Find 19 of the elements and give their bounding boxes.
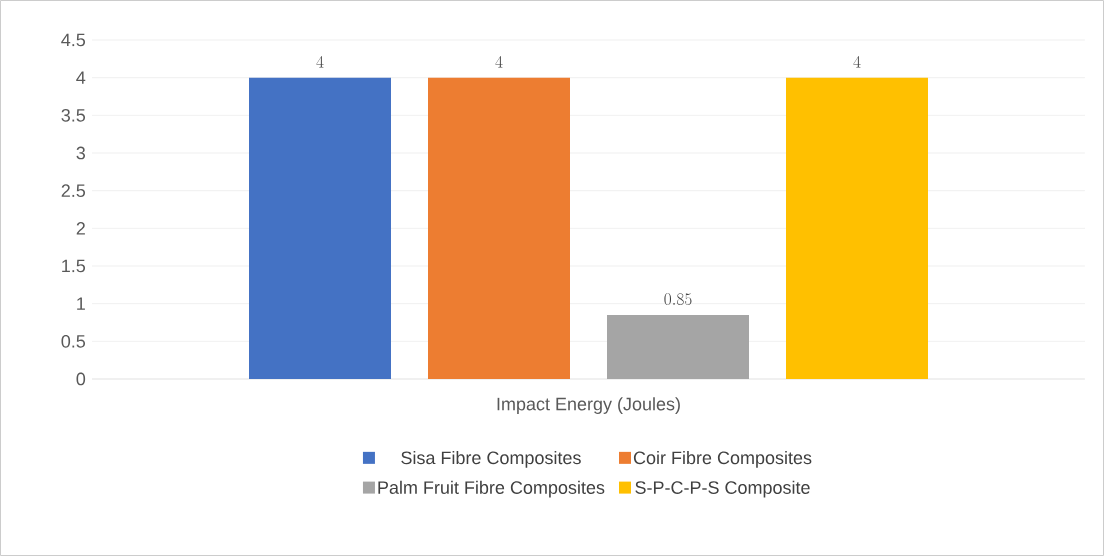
y-tick-label: 4	[76, 71, 86, 84]
y-tick-label: 0	[76, 372, 86, 386]
legend-label: Palm Fruit Fibre Composites	[378, 480, 605, 498]
legend-label: Coir Fibre Composites	[633, 450, 812, 468]
y-tick-label: 2	[76, 222, 85, 235]
legend-label: S-P-C-P-S Composite	[635, 480, 810, 498]
y-tick-label: 3	[76, 146, 86, 160]
y-tick-label: 0.5	[61, 334, 86, 348]
x-tick-label: Impact Energy (Joules)	[497, 397, 680, 414]
data-label: 0.85	[664, 293, 692, 306]
legend-label: Sisa Fibre Composites	[401, 450, 581, 468]
y-tick-label: 2.5	[61, 184, 86, 198]
y-tick-label: 1	[77, 297, 85, 310]
y-tick-label: 4.5	[61, 33, 86, 47]
data-label: 4	[316, 55, 324, 68]
data-label: 4	[853, 55, 861, 68]
y-tick-label: 1.5	[62, 259, 86, 273]
data-label: 4	[495, 55, 503, 68]
y-tick-label: 3.5	[61, 108, 86, 122]
